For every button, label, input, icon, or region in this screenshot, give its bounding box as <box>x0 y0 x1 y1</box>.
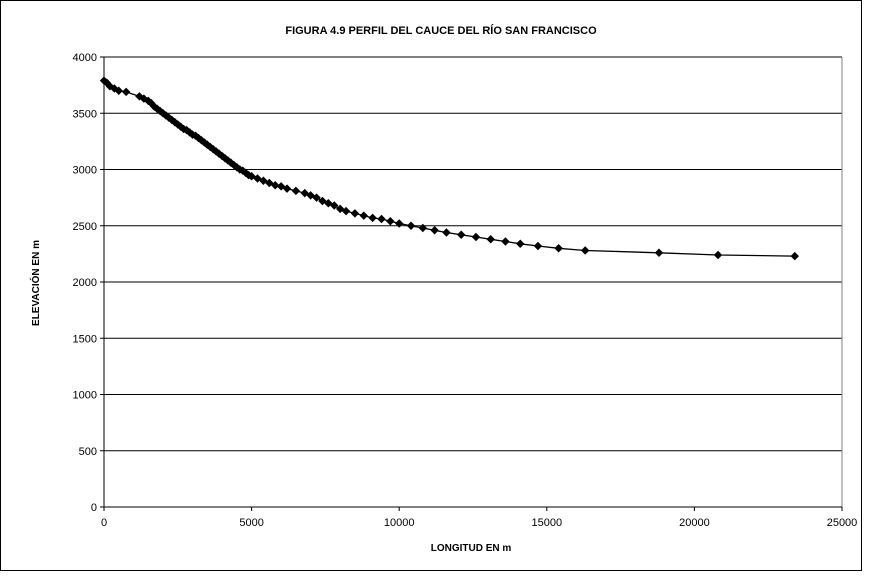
data-point <box>580 246 590 255</box>
data-point <box>223 156 233 165</box>
x-tick-label: 0 <box>101 517 107 529</box>
data-point <box>271 181 280 190</box>
data-point <box>418 223 428 233</box>
y-tick-label: 3000 <box>73 165 97 177</box>
x-tick-label: 15000 <box>532 517 563 529</box>
x-axis-title: LONGITUD EN m <box>431 543 512 554</box>
data-point <box>164 113 174 122</box>
data-point <box>318 196 327 206</box>
data-point <box>114 86 123 95</box>
y-tick-label: 2500 <box>73 221 97 233</box>
y-tick-label: 2000 <box>73 277 97 289</box>
data-point <box>121 87 131 97</box>
data-point <box>471 232 481 242</box>
data-point <box>276 182 286 191</box>
data-point <box>209 145 218 154</box>
data-point <box>324 199 333 208</box>
data-point <box>395 219 404 228</box>
data-point <box>377 214 386 224</box>
data-point <box>654 248 664 257</box>
data-point <box>456 230 466 239</box>
y-tick-label: 1000 <box>73 390 97 402</box>
data-point <box>430 226 439 235</box>
y-tick-label: 4000 <box>73 52 97 64</box>
x-tick-label: 25000 <box>827 517 858 529</box>
y-axis-title: ELEVACIÓN EN m <box>29 240 42 326</box>
x-tick-label: 20000 <box>679 517 710 529</box>
data-point <box>516 239 525 248</box>
chart-title: FIGURA 4.9 PERFIL DEL CAUCE DEL RÍO SAN … <box>285 24 597 37</box>
plot-area: 0 500 1000 1500 2000 2500 3000 3500 4000 0 5000 100… <box>73 52 858 529</box>
data-point <box>144 96 153 106</box>
data-point <box>359 211 368 220</box>
chart-border <box>0 0 862 571</box>
data-point <box>713 250 723 260</box>
x-tick-label: 10000 <box>384 517 415 529</box>
data-point <box>312 193 321 202</box>
data-point <box>350 209 360 218</box>
data-point <box>282 184 292 193</box>
y-tick-label: 1500 <box>73 333 97 345</box>
data-point <box>790 251 799 261</box>
data-point <box>300 188 309 198</box>
data-point <box>259 176 268 185</box>
data-point <box>167 115 177 125</box>
data-point <box>161 111 171 120</box>
data-point <box>232 163 242 172</box>
data-point <box>486 235 495 244</box>
data-point <box>341 206 351 216</box>
data-point <box>330 201 339 210</box>
data-point <box>185 128 194 137</box>
y-tick-label: 500 <box>79 446 97 458</box>
data-point <box>191 131 200 140</box>
data-point <box>291 186 301 196</box>
data-point <box>229 160 239 170</box>
data-point <box>368 213 377 223</box>
data-point <box>501 237 510 246</box>
data-point <box>206 142 215 152</box>
data-point <box>554 244 563 253</box>
data-point <box>386 217 395 226</box>
data-point <box>253 174 262 183</box>
y-tick-label: 0 <box>91 502 97 514</box>
x-tick-label: 5000 <box>239 517 263 529</box>
data-point <box>406 221 416 230</box>
data-point <box>442 228 451 237</box>
data-point <box>211 147 221 156</box>
y-tick-label: 3500 <box>73 108 97 120</box>
data-point <box>533 241 543 251</box>
